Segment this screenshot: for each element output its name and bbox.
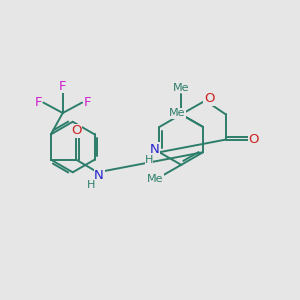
Text: H: H: [87, 180, 95, 190]
Text: Me: Me: [173, 82, 190, 93]
Text: O: O: [204, 92, 214, 105]
Text: N: N: [150, 143, 160, 156]
Text: F: F: [59, 80, 67, 93]
Text: F: F: [84, 96, 91, 109]
Text: N: N: [94, 169, 104, 182]
Text: H: H: [145, 155, 153, 165]
Text: O: O: [71, 124, 81, 137]
Text: F: F: [34, 96, 42, 109]
Text: O: O: [249, 133, 259, 146]
Text: Me: Me: [169, 108, 185, 118]
Text: Me: Me: [147, 173, 164, 184]
